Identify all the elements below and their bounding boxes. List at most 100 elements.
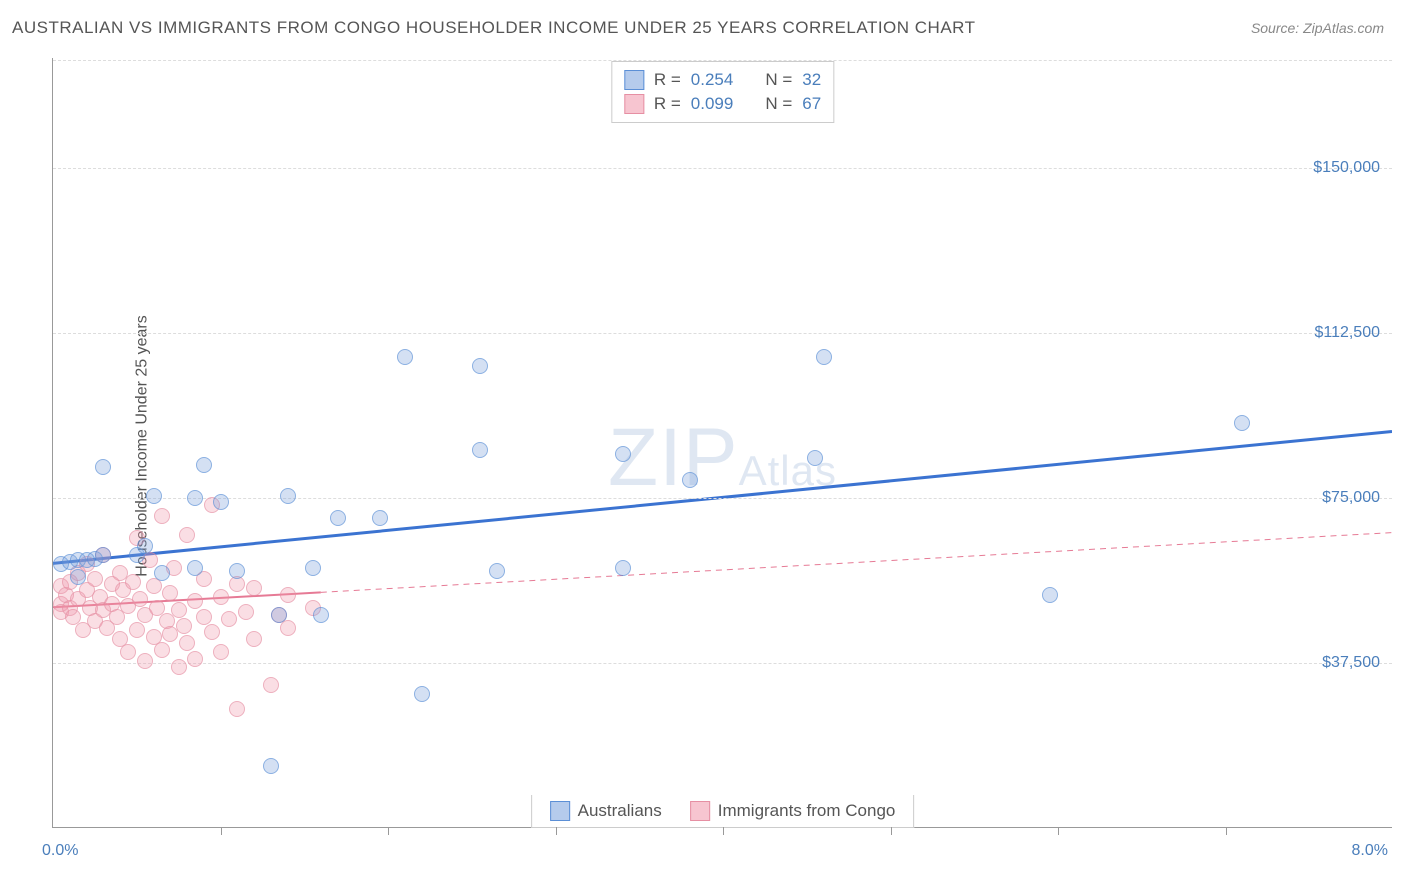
scatter-point-pink xyxy=(154,508,170,524)
scatter-point-pink xyxy=(196,609,212,625)
plot-area: R = 0.254 N = 32 R = 0.099 N = 67 ZIPAtl… xyxy=(52,58,1392,828)
x-tick xyxy=(388,827,389,835)
series-legend: Australians Immigrants from Congo xyxy=(531,795,915,828)
scatter-point-pink xyxy=(263,677,279,693)
scatter-point-pink xyxy=(187,651,203,667)
watermark: ZIPAtlas xyxy=(608,411,837,505)
x-min-label: 0.0% xyxy=(42,842,78,860)
scatter-point-blue xyxy=(305,560,321,576)
scatter-point-blue xyxy=(816,349,832,365)
source-credit: Source: ZipAtlas.com xyxy=(1251,20,1384,36)
legend-item-congo: Immigrants from Congo xyxy=(690,801,896,821)
x-max-label: 8.0% xyxy=(1352,842,1388,860)
scatter-point-blue xyxy=(1234,415,1250,431)
x-tick xyxy=(891,827,892,835)
legend-row-pink: R = 0.099 N = 67 xyxy=(624,92,821,116)
legend-label-congo: Immigrants from Congo xyxy=(718,801,896,821)
n-value-blue: 32 xyxy=(802,70,821,90)
source-label: Source: xyxy=(1251,20,1303,36)
scatter-point-pink xyxy=(171,602,187,618)
scatter-point-pink xyxy=(125,574,141,590)
grid-line xyxy=(53,498,1392,499)
n-label-pink: N = xyxy=(765,94,792,114)
scatter-point-pink xyxy=(204,624,220,640)
scatter-point-blue xyxy=(472,442,488,458)
scatter-point-pink xyxy=(137,653,153,669)
scatter-point-blue xyxy=(137,538,153,554)
scatter-point-pink xyxy=(120,644,136,660)
grid-line xyxy=(53,168,1392,169)
y-tick-label: $37,500 xyxy=(1322,654,1380,672)
scatter-point-blue xyxy=(807,450,823,466)
legend-label-australians: Australians xyxy=(578,801,662,821)
r-value-pink: 0.099 xyxy=(691,94,734,114)
scatter-point-pink xyxy=(179,527,195,543)
scatter-point-blue xyxy=(313,607,329,623)
scatter-point-pink xyxy=(229,701,245,717)
scatter-point-blue xyxy=(271,607,287,623)
n-label-blue: N = xyxy=(765,70,792,90)
scatter-point-pink xyxy=(238,604,254,620)
r-label-pink: R = xyxy=(654,94,681,114)
scatter-point-blue xyxy=(1042,587,1058,603)
scatter-point-blue xyxy=(229,563,245,579)
scatter-point-blue xyxy=(95,459,111,475)
y-tick-label: $75,000 xyxy=(1322,489,1380,507)
scatter-point-pink xyxy=(176,618,192,634)
r-value-blue: 0.254 xyxy=(691,70,734,90)
scatter-point-blue xyxy=(196,457,212,473)
scatter-point-blue xyxy=(154,565,170,581)
scatter-point-pink xyxy=(246,631,262,647)
y-tick-label: $150,000 xyxy=(1313,159,1380,177)
scatter-point-pink xyxy=(87,571,103,587)
scatter-point-pink xyxy=(213,589,229,605)
scatter-point-pink xyxy=(187,593,203,609)
legend-row-blue: R = 0.254 N = 32 xyxy=(624,68,821,92)
scatter-point-blue xyxy=(263,758,279,774)
scatter-point-blue xyxy=(372,510,388,526)
legend-swatch-congo xyxy=(690,801,710,821)
scatter-point-pink xyxy=(179,635,195,651)
correlation-legend: R = 0.254 N = 32 R = 0.099 N = 67 xyxy=(611,61,834,123)
scatter-point-blue xyxy=(489,563,505,579)
scatter-point-pink xyxy=(129,622,145,638)
scatter-point-pink xyxy=(154,642,170,658)
scatter-point-blue xyxy=(187,560,203,576)
trend-lines xyxy=(53,58,1392,827)
scatter-point-blue xyxy=(146,488,162,504)
scatter-point-pink xyxy=(171,659,187,675)
scatter-point-pink xyxy=(162,585,178,601)
scatter-point-blue xyxy=(70,569,86,585)
scatter-point-blue xyxy=(280,488,296,504)
scatter-point-blue xyxy=(615,446,631,462)
y-tick-label: $112,500 xyxy=(1314,324,1380,342)
legend-swatch-pink xyxy=(624,94,644,114)
scatter-point-blue xyxy=(213,494,229,510)
scatter-point-blue xyxy=(615,560,631,576)
n-value-pink: 67 xyxy=(802,94,821,114)
x-tick xyxy=(1058,827,1059,835)
grid-line xyxy=(53,333,1392,334)
scatter-point-blue xyxy=(95,547,111,563)
x-tick xyxy=(221,827,222,835)
grid-line xyxy=(53,60,1392,61)
legend-swatch-blue xyxy=(624,70,644,90)
scatter-point-pink xyxy=(280,620,296,636)
grid-line xyxy=(53,663,1392,664)
legend-item-australians: Australians xyxy=(550,801,662,821)
scatter-point-blue xyxy=(414,686,430,702)
legend-swatch-australians xyxy=(550,801,570,821)
scatter-point-pink xyxy=(221,611,237,627)
scatter-point-blue xyxy=(682,472,698,488)
scatter-point-blue xyxy=(397,349,413,365)
chart-title: AUSTRALIAN VS IMMIGRANTS FROM CONGO HOUS… xyxy=(12,18,976,38)
scatter-point-pink xyxy=(132,591,148,607)
source-value: ZipAtlas.com xyxy=(1303,20,1384,36)
x-tick xyxy=(556,827,557,835)
x-tick xyxy=(1226,827,1227,835)
scatter-point-blue xyxy=(330,510,346,526)
x-tick xyxy=(723,827,724,835)
scatter-point-pink xyxy=(280,587,296,603)
scatter-point-blue xyxy=(187,490,203,506)
scatter-point-blue xyxy=(472,358,488,374)
